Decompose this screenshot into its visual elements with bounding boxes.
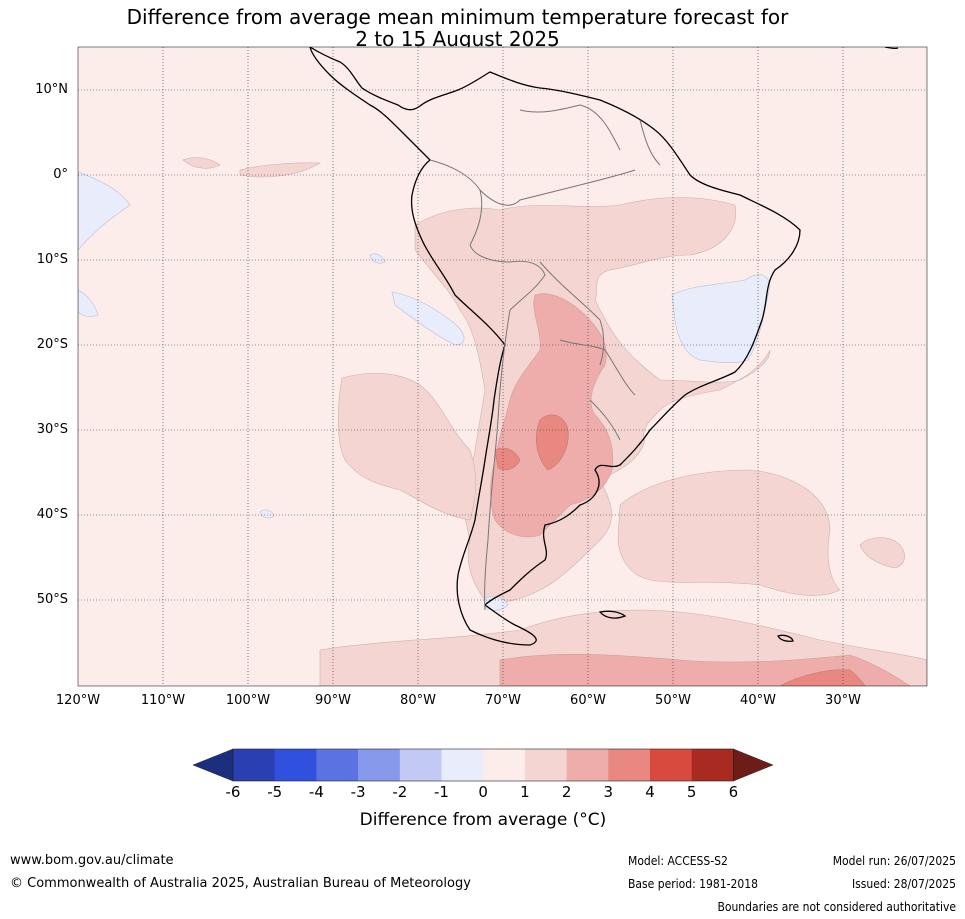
- colorbar-arrow-low: [192, 748, 234, 782]
- colorbar-tick-label: -5: [267, 783, 283, 801]
- colorbar-swatch: [274, 749, 317, 781]
- disclaimer-text: Boundaries are not considered authoritat…: [717, 900, 956, 914]
- lon-label-100w: 100°W: [225, 693, 271, 708]
- colorbar-swatch: [650, 749, 693, 781]
- colorbar-swatch: [524, 749, 568, 781]
- colorbar-tick-label: 4: [645, 783, 655, 801]
- colorbar-arrow-high: [733, 748, 774, 782]
- lat-label-0: 0°: [53, 167, 68, 182]
- colorbar-tick-label: -2: [392, 783, 408, 801]
- colorbar-tick-label: -3: [350, 783, 366, 801]
- lat-label-30s: 30°S: [36, 422, 68, 437]
- copyright-text: © Commonwealth of Australia 2025, Austra…: [10, 876, 471, 891]
- lat-label-10s: 10°S: [36, 252, 68, 267]
- map-title: Difference from average mean minimum tem…: [126, 5, 789, 29]
- colorbar-swatch: [399, 749, 442, 781]
- lon-label-90w: 90°W: [315, 693, 351, 708]
- colorbar-tick-label: -4: [308, 783, 324, 801]
- lon-label-40w: 40°W: [740, 693, 776, 708]
- colorbar-swatch: [566, 749, 609, 781]
- colorbar-label: Difference from average (°C): [359, 810, 607, 830]
- colorbar-swatch: [691, 749, 734, 781]
- lon-label-80w: 80°W: [400, 693, 436, 708]
- lon-label-70w: 70°W: [485, 693, 521, 708]
- colorbar-swatch: [316, 749, 359, 781]
- lon-label-60w: 60°W: [570, 693, 606, 708]
- lon-label-50w: 50°W: [655, 693, 691, 708]
- model-run-text: Model run: 26/07/2025: [832, 854, 956, 868]
- map-frame: [77, 46, 928, 687]
- website-text: www.bom.gov.au/climate: [10, 853, 174, 868]
- issued-text: Issued: 28/07/2025: [851, 877, 956, 891]
- lat-label-20s: 20°S: [36, 337, 68, 352]
- lat-label-50s: 50°S: [36, 592, 68, 607]
- country-borders: [429, 104, 661, 611]
- colorbar-tick-label: -1: [434, 783, 449, 801]
- lon-label-30w: 30°W: [825, 693, 861, 708]
- colorbar-outline: [232, 748, 734, 782]
- colorbar-tick-label: 6: [728, 783, 739, 801]
- anomaly-3-4-regions: [494, 414, 866, 686]
- colorbar-swatch: [483, 749, 526, 781]
- colorbar-swatch: [358, 749, 401, 781]
- colorbar-swatch: [233, 749, 276, 781]
- lon-label-110w: 110°W: [140, 693, 186, 708]
- colorbar-tick-label: 0: [478, 783, 488, 801]
- lon-label-120w: 120°W: [55, 693, 101, 708]
- map-title-dates: 2 to 15 August 2025: [355, 27, 560, 51]
- colorbar-tick-label: -6: [225, 783, 241, 801]
- model-text: Model: ACCESS-S2: [628, 854, 728, 868]
- graticule: [78, 47, 927, 686]
- colorbar-swatch: [441, 749, 484, 781]
- lat-label-40s: 40°S: [36, 507, 68, 522]
- colorbar: [192, 748, 774, 782]
- colorbar-tick-label: 1: [520, 783, 530, 801]
- lat-label-10n: 10°N: [35, 82, 68, 97]
- colorbar-swatch: [608, 749, 651, 781]
- colorbar-tick-label: 2: [561, 783, 572, 801]
- base-period-text: Base period: 1981-2018: [628, 877, 759, 891]
- colorbar-tick-label: 5: [686, 783, 697, 801]
- colorbar-tick-label: 3: [603, 783, 614, 801]
